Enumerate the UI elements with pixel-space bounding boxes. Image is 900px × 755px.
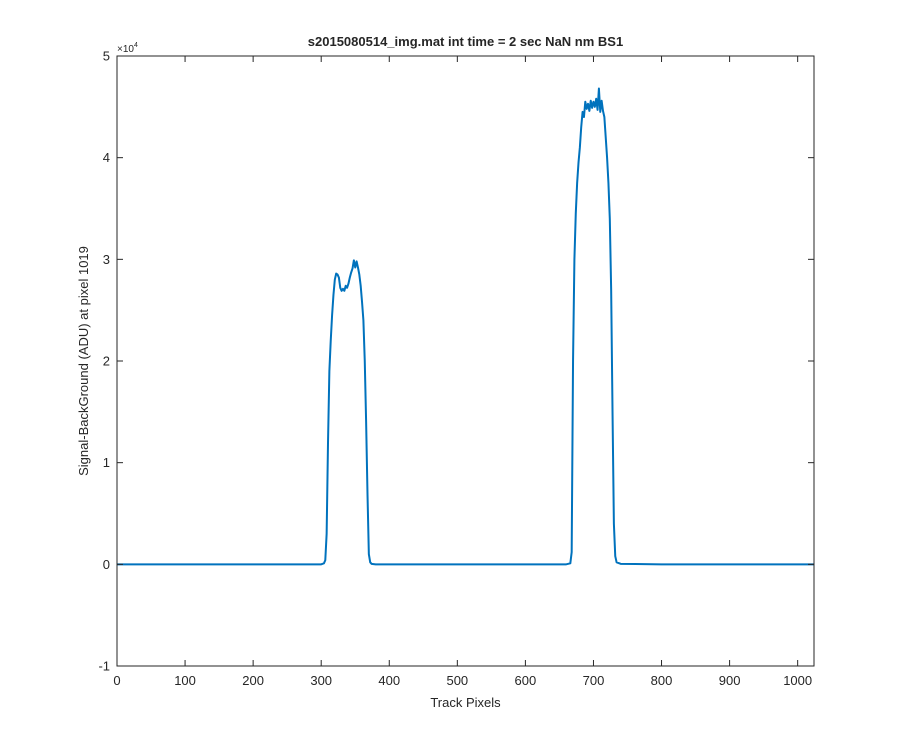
x-tick-label: 300	[310, 673, 332, 688]
series-line	[117, 87, 814, 566]
y-tick-label: 2	[103, 354, 110, 369]
x-tick-label: 900	[719, 673, 741, 688]
y-tick-label: 0	[103, 557, 110, 572]
y-tick-label: 5	[103, 49, 110, 64]
x-tick-label: 1000	[783, 673, 812, 688]
x-tick-label: 400	[378, 673, 400, 688]
y-tick-label: -1	[98, 659, 110, 674]
x-tick-label: 200	[242, 673, 264, 688]
x-tick-label: 800	[651, 673, 673, 688]
x-tick-label: 600	[515, 673, 537, 688]
y-axis-exponent: ×104	[117, 42, 138, 55]
x-axis-label: Track Pixels	[430, 695, 501, 710]
series-layer	[117, 87, 814, 566]
chart-title: s2015080514_img.mat int time = 2 sec NaN…	[308, 34, 623, 49]
plot-area	[117, 56, 814, 666]
y-axis-exponent-power: 4	[134, 42, 138, 49]
y-tick-label: 3	[103, 252, 110, 267]
x-tick-label: 700	[583, 673, 605, 688]
y-axis-label: Signal-BackGround (ADU) at pixel 1019	[76, 246, 91, 476]
x-tick-label: 0	[113, 673, 120, 688]
y-axis-exponent-base: ×10	[117, 44, 134, 55]
x-tick-label: 500	[446, 673, 468, 688]
y-tick-label: 1	[103, 455, 110, 470]
y-tick-label: 4	[103, 150, 110, 165]
x-tick-label: 100	[174, 673, 196, 688]
